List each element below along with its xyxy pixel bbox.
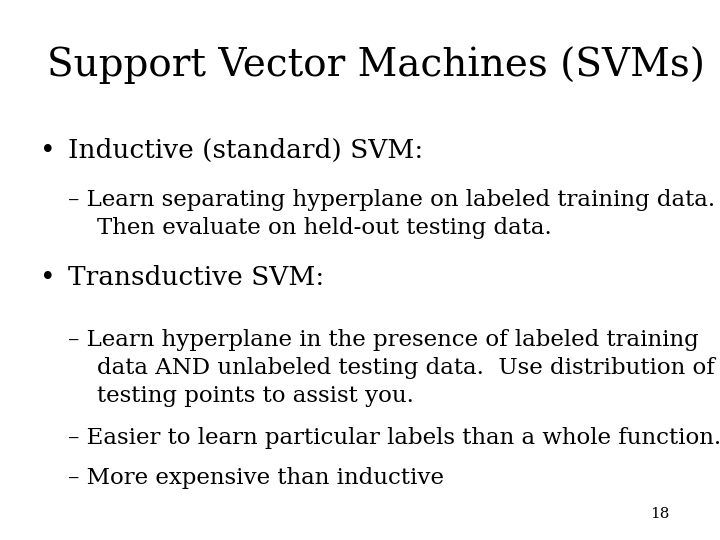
Text: – Easier to learn particular labels than a whole function.: – Easier to learn particular labels than…	[68, 427, 720, 449]
Text: •: •	[40, 265, 55, 289]
Text: 18: 18	[650, 507, 670, 521]
Text: Support Vector Machines (SVMs): Support Vector Machines (SVMs)	[47, 46, 705, 84]
Text: – Learn hyperplane in the presence of labeled training
    data AND unlabeled te: – Learn hyperplane in the presence of la…	[68, 329, 715, 407]
Text: •: •	[40, 138, 55, 163]
Text: Transductive SVM:: Transductive SVM:	[68, 265, 325, 289]
Text: – More expensive than inductive: – More expensive than inductive	[68, 467, 444, 489]
Text: – Learn separating hyperplane on labeled training data.
    Then evaluate on hel: – Learn separating hyperplane on labeled…	[68, 189, 716, 239]
Text: Inductive (standard) SVM:: Inductive (standard) SVM:	[68, 138, 423, 163]
